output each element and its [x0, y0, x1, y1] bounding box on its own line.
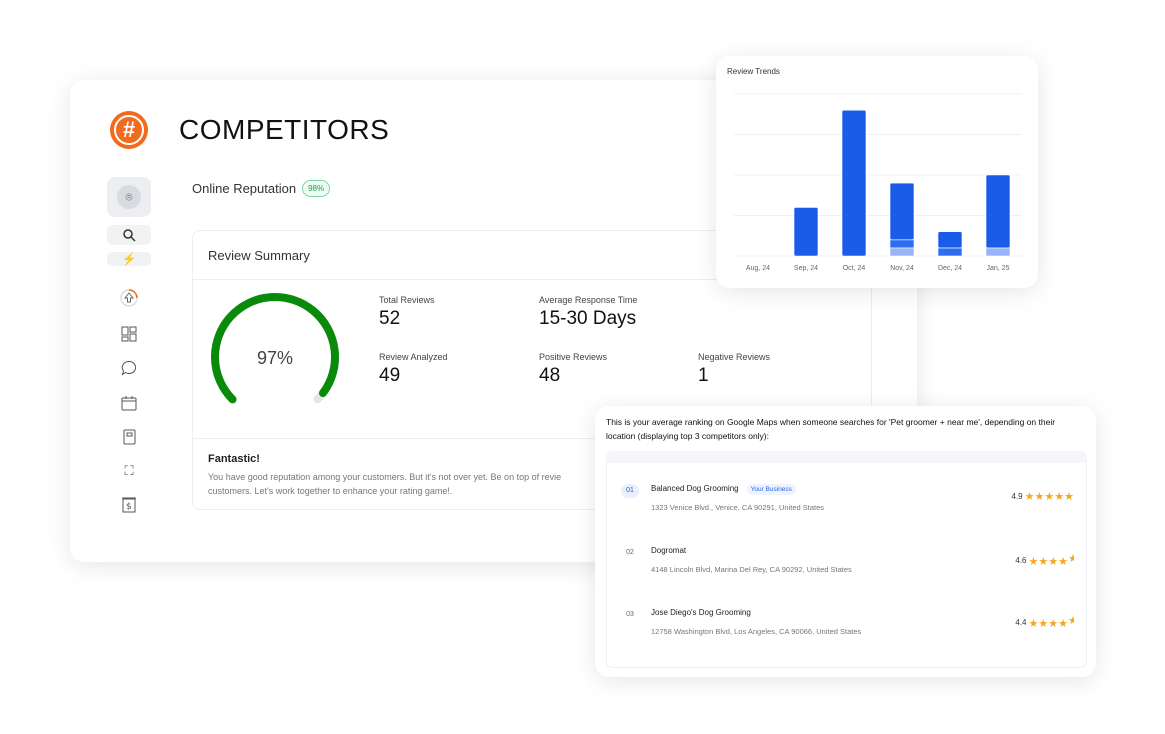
upload-progress-icon[interactable] [107, 287, 151, 309]
svg-text:$: $ [126, 502, 132, 512]
rating: 4.9 ★★★★★ [1011, 490, 1075, 503]
dashboard-grid-icon[interactable] [107, 323, 151, 345]
reputation-badge: 98% [302, 180, 331, 197]
review-trends-chart: Aug, 24 Sep, 24 Oct, 24 Nov, 24 Dec, 24 Jan, … [734, 93, 1022, 272]
competitor-address: 4148 Lincoln Blvd, Marina Del Rey, CA 90… [651, 565, 852, 574]
feedback-title: Fantastic! [208, 453, 260, 465]
stat-avg-response: Average Response Time 15-30 Days [539, 295, 638, 329]
rank: 02 [626, 549, 634, 556]
star-rating-icon: ★★★★★ [1029, 552, 1075, 568]
x-tick-label: Sep, 24 [794, 265, 818, 272]
competitor-row[interactable]: 02 Dogromat 4148 Lincoln Blvd, Marina De… [607, 542, 1086, 592]
bar-Jan, 25 [985, 174, 1011, 249]
star-icon: ★ [1058, 618, 1068, 630]
stat-negative: Negative Reviews 1 [698, 352, 771, 386]
bar-Nov, 24 [889, 182, 915, 241]
star-icon: ★ [1038, 556, 1049, 568]
x-tick-label: Dec, 24 [938, 265, 962, 272]
star-icon: ★ [1048, 556, 1059, 568]
star-icon: ★ [1038, 618, 1049, 630]
star-icon: ★ [1048, 618, 1059, 630]
bar-Dec, 24 [937, 247, 963, 257]
reputation-gauge [211, 293, 339, 404]
stat-total-reviews: Total Reviews 52 [379, 295, 435, 329]
competitor-list: 01 Balanced Dog Grooming Your Business 13… [606, 451, 1087, 668]
x-tick-label: Oct, 24 [843, 265, 866, 272]
star-icon: ★ [1028, 556, 1039, 568]
competitor-name: Dogromat [651, 546, 687, 555]
notebook-icon[interactable] [107, 426, 151, 448]
x-tick-label: Aug, 24 [746, 265, 770, 272]
rating: 4.6 ★★★★★ [1015, 552, 1075, 568]
star-icon: ★ [1068, 615, 1074, 627]
competitor-address: 12758 Washington Blvd, Los Angeles, CA 9… [651, 627, 862, 636]
reputation-label: Online Reputation [192, 181, 297, 196]
bar-Jan, 25 [985, 247, 1011, 257]
rank: 03 [626, 611, 634, 618]
chart-title: Review Trends [727, 67, 780, 76]
competitor-name: Balanced Dog Grooming Your Business [651, 484, 796, 495]
bar-Oct, 24 [841, 109, 867, 257]
feedback-text: You have good reputation among your cust… [208, 472, 562, 496]
hashtag-logo-icon: # [110, 111, 148, 149]
rank: 01 [621, 484, 639, 498]
team-icon[interactable]: ⛶ [124, 463, 134, 478]
review-summary-card: Review Summary 97% Total Reviews 52 Avera… [192, 230, 872, 510]
star-icon: ★ [1024, 491, 1035, 503]
x-tick-label: Jan, 25 [987, 265, 1010, 272]
star-icon: ★ [1064, 491, 1074, 503]
stat-analyzed: Review Analyzed 49 [379, 352, 448, 386]
star-icon: ★ [1044, 491, 1055, 503]
bar-Nov, 24 [889, 239, 915, 249]
bar-Dec, 24 [937, 231, 963, 249]
your-business-tag: Your Business [746, 484, 796, 495]
review-trends-card: Review Trends Aug, 24 Sep, 24 Oct, 24 Nov, … [716, 56, 1038, 288]
gauge-fill [211, 293, 339, 404]
competitor-row[interactable]: 01 Balanced Dog Grooming Your Business 13… [607, 480, 1086, 530]
competitor-ranking-card: This is your average ranking on Google M… [595, 406, 1096, 677]
competitor-name: Jose Diego's Dog Grooming [651, 608, 751, 617]
star-rating-icon: ★★★★★ [1029, 614, 1075, 630]
search-icon[interactable] [107, 225, 151, 245]
bar-Nov, 24 [889, 247, 915, 257]
star-icon: ★ [1054, 491, 1065, 503]
online-reputation: Online Reputation 98% [192, 180, 331, 197]
competitor-address: 1323 Venice Blvd., Venice, CA 90291, Uni… [651, 503, 825, 512]
star-icon: ★ [1034, 491, 1045, 503]
chat-bubble-icon[interactable] [107, 357, 151, 379]
stat-positive: Positive Reviews 48 [539, 352, 608, 386]
rating: 4.4 ★★★★★ [1015, 614, 1075, 630]
star-icon: ★ [1028, 618, 1039, 630]
location-pin-icon: ⌾ [117, 185, 141, 209]
ranking-intro: This is your average ranking on Google M… [606, 417, 1056, 441]
sidebar-item-location[interactable]: ⌾ [107, 177, 151, 217]
review-summary-title: Review Summary [193, 231, 871, 280]
page-title: COMPETITORS [179, 114, 390, 145]
calendar-icon[interactable] [107, 392, 151, 414]
lightning-icon[interactable]: ⚡ [107, 252, 151, 266]
invoice-icon[interactable]: $ [107, 494, 151, 516]
star-icon: ★ [1068, 553, 1074, 565]
competitor-row[interactable]: 03 Jose Diego's Dog Grooming 12758 Washi… [607, 604, 1086, 654]
star-rating-icon: ★★★★★ [1025, 490, 1074, 503]
gauge-value: 97% [256, 348, 294, 368]
bar-Sep, 24 [793, 207, 819, 257]
star-icon: ★ [1058, 556, 1068, 568]
x-tick-label: Nov, 24 [890, 265, 914, 272]
